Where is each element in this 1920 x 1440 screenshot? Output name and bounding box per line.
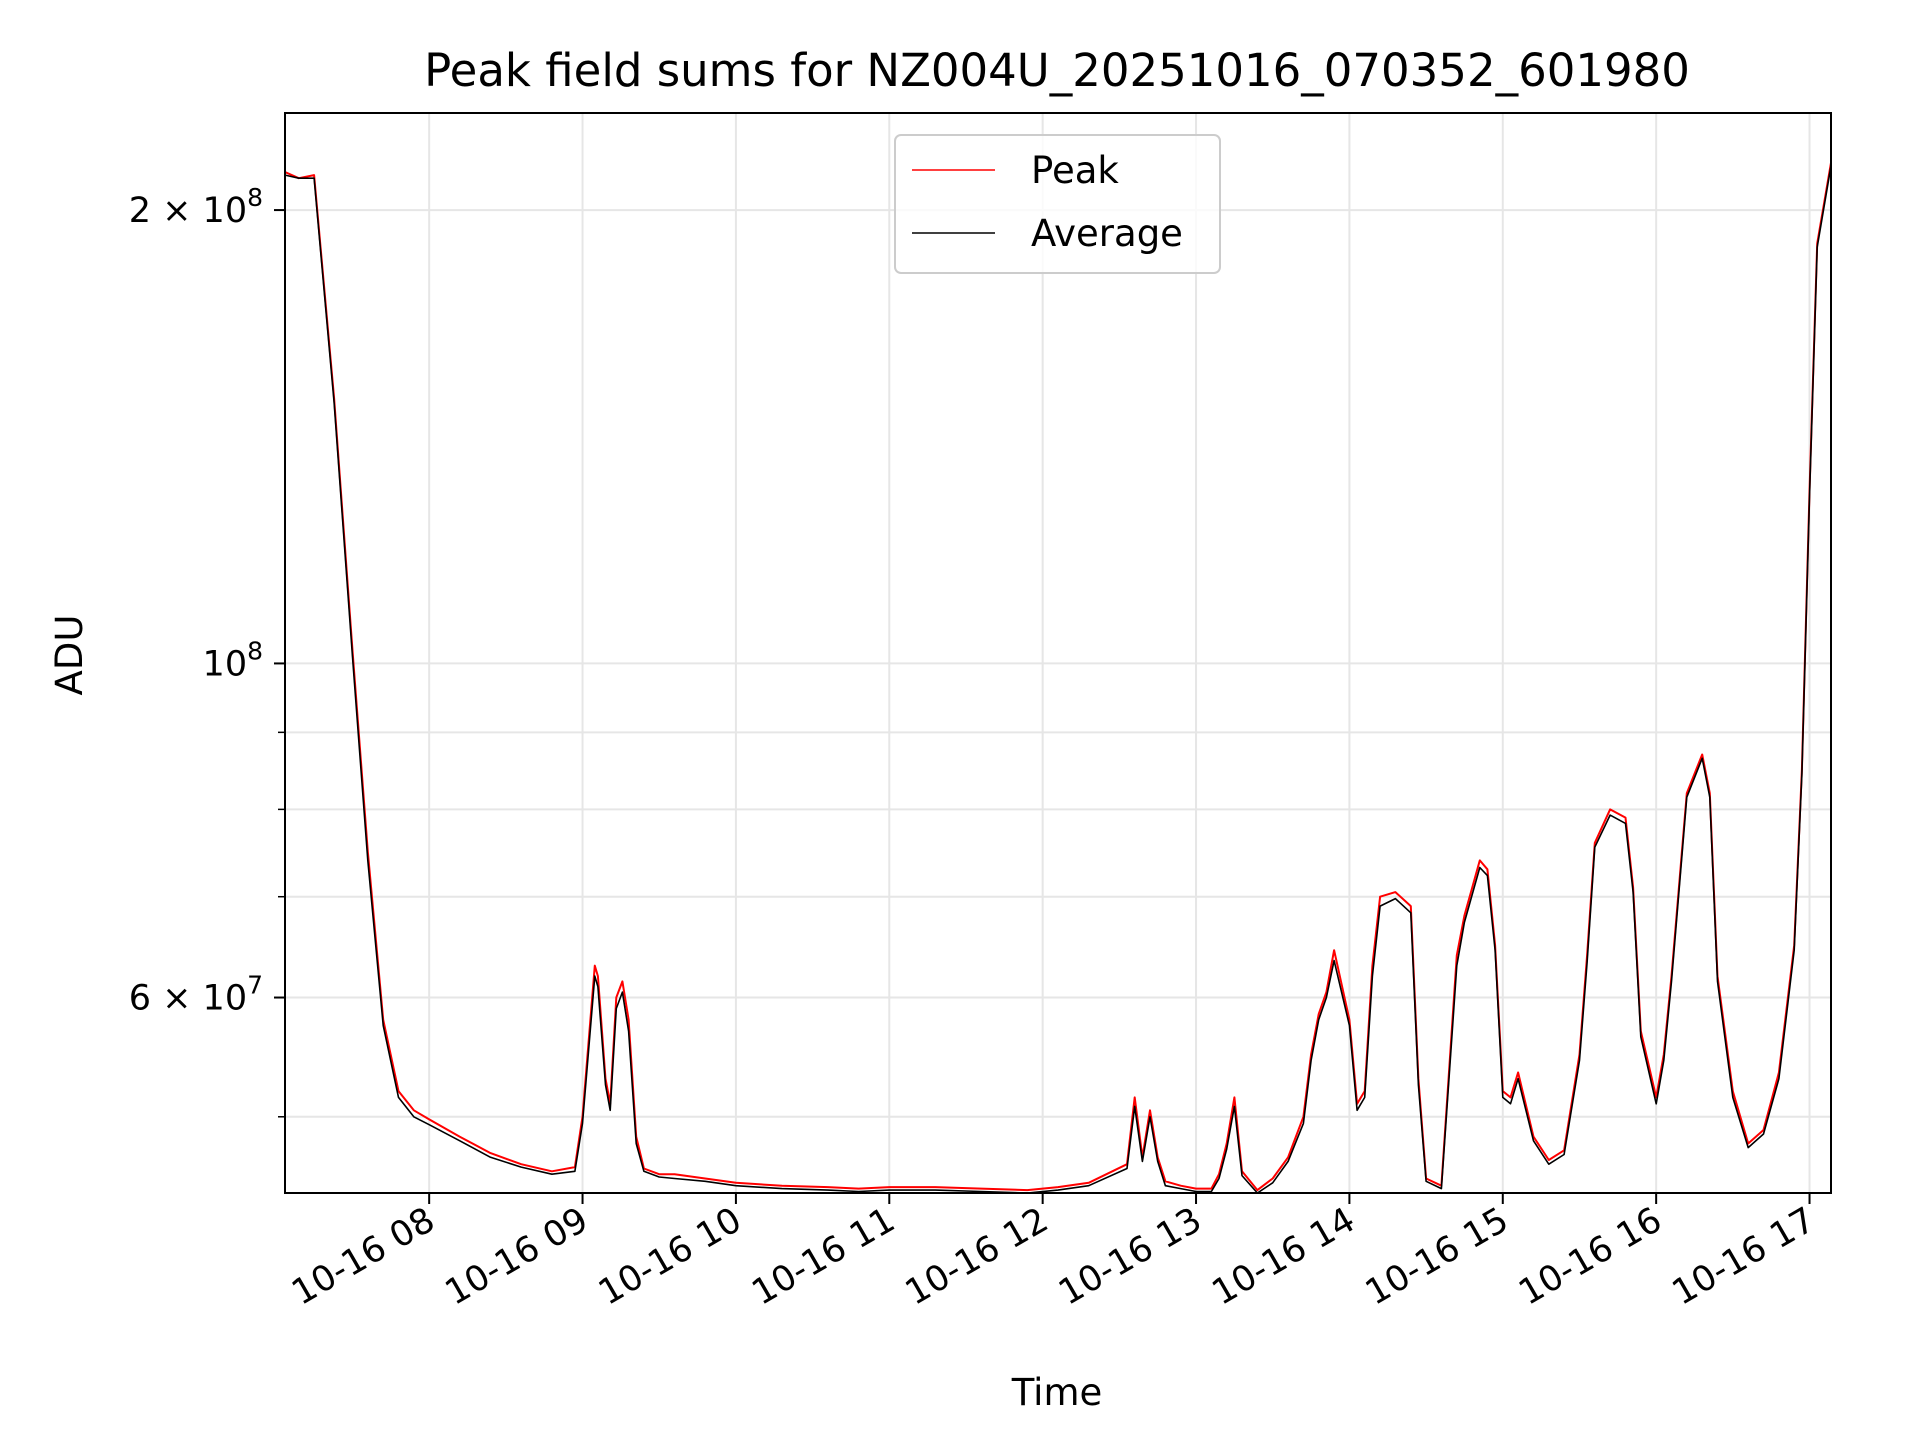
y-tick-label: 2 × 108 xyxy=(129,183,263,231)
x-axis-label: Time xyxy=(1011,1371,1103,1414)
grid xyxy=(285,113,1831,1193)
series-layer xyxy=(285,162,1831,1193)
legend-peak-label: Peak xyxy=(1031,149,1119,192)
chart-title: Peak field sums for NZ004U_20251016_0703… xyxy=(424,44,1690,97)
y-tick-label: 108 xyxy=(203,636,263,684)
y-tick-label: 6 × 107 xyxy=(129,971,263,1019)
legend: Peak Average xyxy=(894,134,1221,274)
y-axis-label: ADU xyxy=(48,615,91,696)
series-line-average xyxy=(285,165,1831,1193)
y-axis-ticks: 6 × 107 108 2 × 108 xyxy=(129,183,285,1118)
legend-average-label: Average xyxy=(1031,212,1183,255)
plot-frame xyxy=(284,112,1832,1194)
